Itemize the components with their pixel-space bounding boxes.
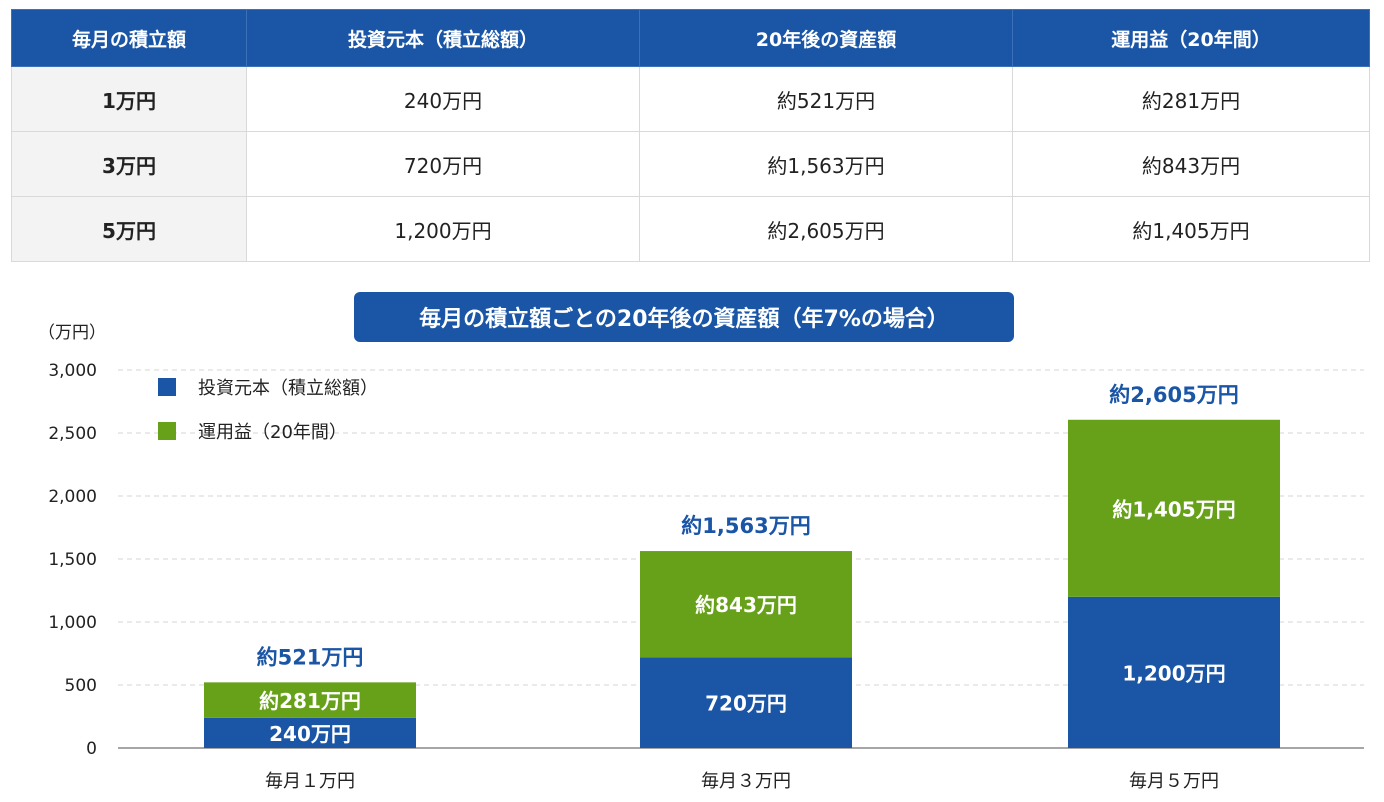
table-cell: 720万円	[246, 131, 640, 197]
table-header-cell: 運用益（20年間）	[1012, 9, 1370, 67]
bar-label-gain: 約281万円	[259, 689, 361, 713]
y-tick-label: 500	[65, 676, 97, 696]
bar-total-label: 約521万円	[257, 645, 364, 669]
bar-gain	[204, 682, 416, 718]
table-cell: 約843万円	[1012, 131, 1370, 197]
table-header-row: 毎月の積立額 投資元本（積立総額） 20年後の資産額 運用益（20年間）	[11, 9, 1370, 67]
x-tick-label: 毎月５万円	[1129, 771, 1219, 792]
table-row-header: 3万円	[11, 131, 247, 197]
table-cell: 約2,605万円	[639, 196, 1013, 262]
legend-item-principal: 投資元本（積立総額）	[158, 374, 378, 400]
stacked-bar-chart: 0 500 1,000 1,500 2,000 2,500 3,000 240万円 約281万円…	[48, 361, 1364, 792]
legend-label-principal: 投資元本（積立総額）	[198, 378, 378, 399]
table-header-cell: 投資元本（積立総額）	[246, 9, 640, 67]
table-cell: 240万円	[246, 66, 640, 132]
bar-label-principal: 1,200万円	[1122, 661, 1225, 685]
table-row: 5万円 1,200万円 約2,605万円 約1,405万円	[11, 196, 1370, 262]
bar-label-principal: 720万円	[705, 692, 787, 716]
bar-label-principal: 240万円	[269, 722, 351, 746]
chart-title: 毎月の積立額ごとの20年後の資産額（年7%の場合）	[354, 292, 1014, 342]
y-tick-label: 2,000	[48, 487, 97, 507]
bar-gain	[640, 551, 852, 658]
y-tick-label: 0	[86, 739, 97, 759]
y-tick-label: 1,500	[48, 550, 97, 570]
bar-gain	[1068, 419, 1280, 597]
bar-principal	[1068, 596, 1280, 748]
y-tick-label: 3,000	[48, 361, 97, 381]
bar-principal	[204, 717, 416, 748]
table-cell: 約281万円	[1012, 66, 1370, 132]
table-row: 1万円 240万円 約521万円 約281万円	[11, 66, 1370, 132]
x-tick-label: 毎月３万円	[701, 771, 791, 792]
table-cell: 約521万円	[639, 66, 1013, 132]
bar-total-label: 約2,605万円	[1109, 383, 1238, 407]
table-cell: 約1,405万円	[1012, 196, 1370, 262]
y-tick-label: 1,000	[48, 613, 97, 633]
bar-principal	[640, 657, 852, 748]
table-cell: 約1,563万円	[639, 131, 1013, 197]
legend-swatch-principal	[158, 378, 176, 396]
table-header-cell: 20年後の資産額	[639, 9, 1013, 67]
table-row: 3万円 720万円 約1,563万円 約843万円	[11, 131, 1370, 197]
summary-table: 毎月の積立額 投資元本（積立総額） 20年後の資産額 運用益（20年間） 1万円…	[11, 9, 1370, 262]
bar-total-label: 約1,563万円	[681, 514, 810, 538]
x-tick-label: 毎月１万円	[265, 771, 355, 792]
bar-label-gain: 約1,405万円	[1112, 497, 1235, 521]
table-header-cell: 毎月の積立額	[11, 9, 247, 67]
y-axis-unit-label: （万円）	[38, 323, 106, 343]
table-cell: 1,200万円	[246, 196, 640, 262]
y-tick-label: 2,500	[48, 424, 97, 444]
legend-item-gain: 運用益（20年間）	[158, 418, 378, 444]
legend-label-gain: 運用益（20年間）	[198, 422, 347, 443]
table-row-header: 1万円	[11, 66, 247, 132]
legend-swatch-gain	[158, 422, 176, 440]
chart-legend: 投資元本（積立総額） 運用益（20年間）	[158, 374, 378, 462]
table-row-header: 5万円	[11, 196, 247, 262]
bar-label-gain: 約843万円	[695, 593, 797, 617]
